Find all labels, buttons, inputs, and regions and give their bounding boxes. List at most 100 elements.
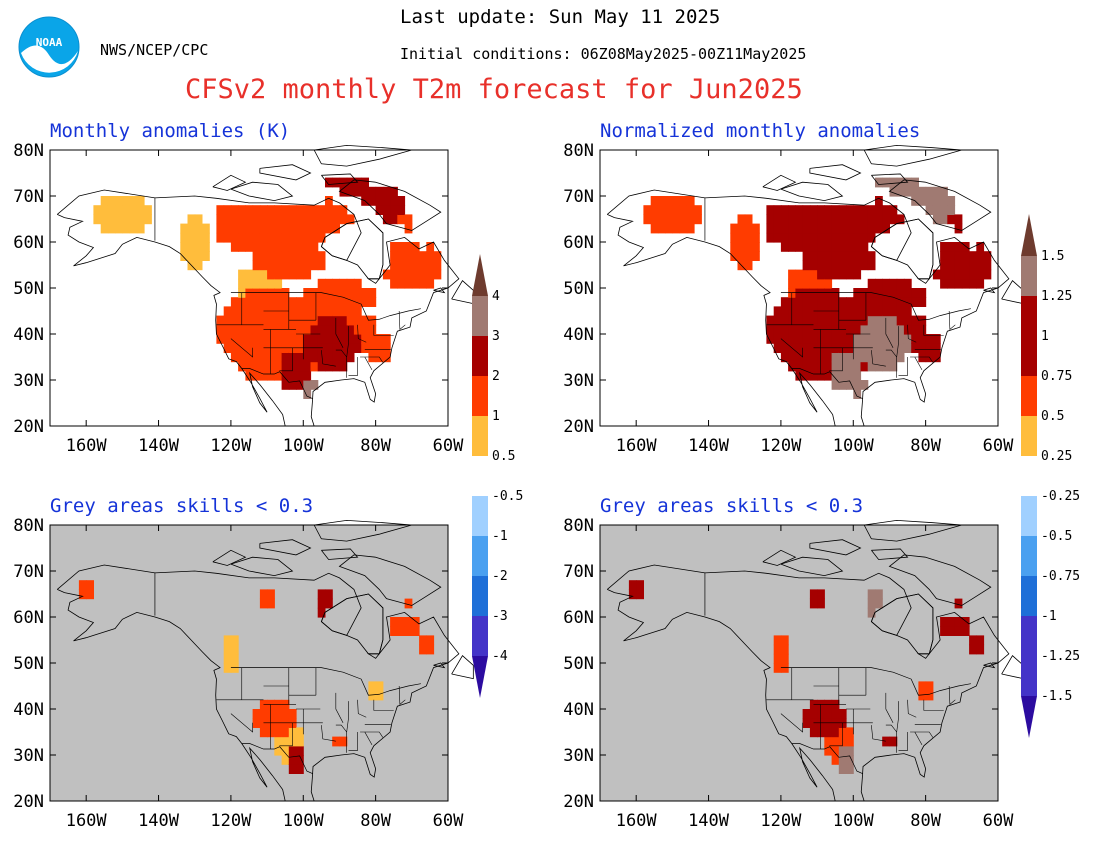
anomaly-cell [259, 278, 268, 289]
anomaly-cell [838, 380, 847, 390]
anomaly-cell [296, 205, 304, 215]
anomaly-cell [875, 352, 883, 363]
anomaly-cell [223, 306, 232, 317]
anomaly-cell [368, 690, 377, 701]
anomaly-cell [281, 223, 290, 234]
anomaly-cell [230, 315, 239, 326]
anomaly-cell [346, 306, 355, 317]
anomaly-cell [889, 205, 898, 215]
anomaly-cell [317, 205, 326, 215]
anomaly-cell [223, 334, 232, 344]
anomaly-cell [954, 214, 963, 225]
anomaly-cell [339, 315, 348, 326]
anomaly-cell [230, 352, 239, 363]
anomaly-cell [831, 214, 840, 225]
anomaly-cell [730, 232, 739, 243]
anomaly-cell [875, 205, 883, 215]
anomaly-cell [325, 297, 333, 307]
organization-label: NWS/NCEP/CPC [100, 41, 209, 59]
anomaly-cell [194, 260, 203, 271]
colorbar-right-label: 0.75 [1041, 369, 1072, 384]
anomaly-cell [867, 297, 876, 307]
colorbar-left-label: -2 [492, 569, 508, 584]
anomaly-cell [947, 196, 956, 206]
colorbar-segment [1021, 296, 1037, 336]
anomaly-cell [940, 626, 948, 636]
anomaly-cell [665, 214, 673, 225]
anomaly-cell [115, 214, 123, 225]
anomaly-cell [853, 306, 862, 317]
anomaly-cell [932, 214, 941, 225]
anomaly-cell [882, 343, 890, 353]
anomaly-cell [136, 223, 145, 234]
anomaly-cell [332, 306, 340, 317]
colorbar-segment [1021, 456, 1037, 496]
anomaly-cell [353, 278, 362, 289]
anomaly-cell [419, 251, 427, 261]
colorbar-segment [472, 496, 488, 536]
anomaly-cell [780, 334, 789, 344]
anomaly-cell [903, 343, 912, 353]
anomaly-cell [310, 343, 319, 353]
anomaly-cell [853, 389, 862, 399]
anomaly-cell [860, 214, 869, 225]
anomaly-cell [346, 186, 355, 197]
anomaly-cell [274, 315, 283, 326]
anomaly-cell [238, 361, 246, 372]
anomaly-cell [672, 196, 681, 206]
anomaly-cell [788, 242, 796, 252]
initial-conditions-text: Initial conditions: 06Z08May2025-00Z11Ma… [400, 45, 807, 63]
lon-tick-label: 100W [833, 811, 875, 831]
anomaly-cell [100, 214, 109, 225]
anomaly-cell [846, 334, 854, 344]
anomaly-cell [397, 205, 406, 215]
anomaly-cell [773, 315, 782, 326]
anomaly-cell [802, 232, 811, 243]
anomaly-cell [824, 260, 833, 271]
anomaly-cell [853, 380, 862, 390]
anomaly-cell [744, 223, 753, 234]
anomaly-cell [657, 223, 666, 234]
anomaly-cell [332, 223, 340, 234]
anomaly-cell [317, 343, 326, 353]
anomaly-cell [860, 205, 869, 215]
anomaly-cell [216, 205, 225, 215]
anomaly-cell [180, 242, 189, 252]
anomaly-cell [136, 205, 145, 215]
anomaly-cell [296, 736, 304, 747]
anomaly-cell [860, 380, 869, 390]
anomaly-cell [650, 223, 659, 234]
anomaly-cell [831, 260, 840, 271]
anomaly-cell [310, 334, 319, 344]
anomaly-cell [961, 260, 970, 271]
anomaly-cell [310, 297, 319, 307]
anomaly-cell [317, 352, 326, 363]
anomaly-cell [846, 361, 854, 372]
anomaly-cell [245, 352, 254, 363]
anomaly-cell [686, 196, 695, 206]
anomaly-cell [310, 214, 319, 225]
anomaly-cell [831, 315, 840, 326]
anomaly-cell [397, 251, 406, 261]
anomaly-cell [817, 251, 825, 261]
anomaly-cell [809, 214, 818, 225]
anomaly-cell [802, 718, 811, 728]
anomaly-cell [303, 380, 312, 390]
anomaly-cell [194, 223, 203, 234]
anomaly-cell [657, 214, 666, 225]
lat-tick-label: 40N [13, 325, 44, 345]
lat-tick-label: 80N [13, 516, 44, 536]
anomaly-cell [194, 214, 203, 225]
lat-tick-label: 60N [563, 608, 594, 628]
anomaly-cell [426, 251, 435, 261]
anomaly-cell [780, 635, 789, 646]
anomaly-cell [940, 242, 948, 252]
anomaly-cell [940, 251, 948, 261]
lon-tick-label: 80W [360, 811, 391, 831]
anomaly-cell [846, 380, 854, 390]
anomaly-cell [245, 324, 254, 335]
anomaly-cell [252, 352, 261, 363]
anomaly-cell [382, 334, 391, 344]
anomaly-cell [824, 251, 833, 261]
anomaly-cell [252, 232, 261, 243]
